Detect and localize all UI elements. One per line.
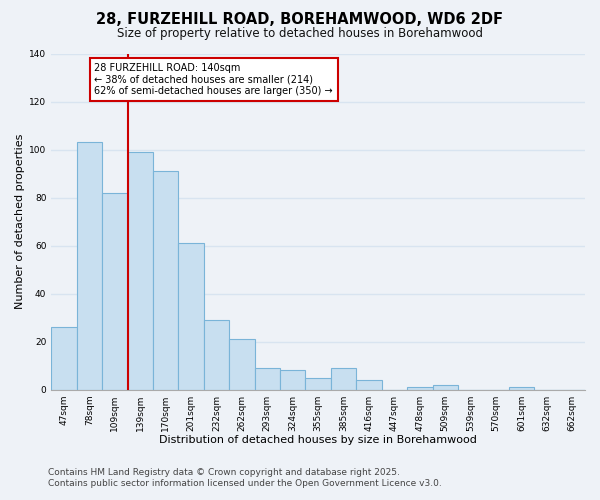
Bar <box>305 378 331 390</box>
Text: Size of property relative to detached houses in Borehamwood: Size of property relative to detached ho… <box>117 28 483 40</box>
Bar <box>102 192 128 390</box>
Text: 28 FURZEHILL ROAD: 140sqm
← 38% of detached houses are smaller (214)
62% of semi: 28 FURZEHILL ROAD: 140sqm ← 38% of detac… <box>94 63 333 96</box>
Bar <box>153 171 178 390</box>
Bar <box>356 380 382 390</box>
Bar <box>204 320 229 390</box>
Bar <box>407 387 433 390</box>
Text: Contains HM Land Registry data © Crown copyright and database right 2025.
Contai: Contains HM Land Registry data © Crown c… <box>48 468 442 487</box>
Bar <box>77 142 102 390</box>
Bar <box>51 327 77 390</box>
Y-axis label: Number of detached properties: Number of detached properties <box>15 134 25 309</box>
Bar <box>280 370 305 390</box>
Bar <box>128 152 153 390</box>
Bar <box>433 385 458 390</box>
Bar <box>254 368 280 390</box>
Text: 28, FURZEHILL ROAD, BOREHAMWOOD, WD6 2DF: 28, FURZEHILL ROAD, BOREHAMWOOD, WD6 2DF <box>97 12 503 28</box>
Bar <box>331 368 356 390</box>
Bar <box>509 387 534 390</box>
Bar <box>229 339 254 390</box>
X-axis label: Distribution of detached houses by size in Borehamwood: Distribution of detached houses by size … <box>159 435 477 445</box>
Bar <box>178 243 204 390</box>
